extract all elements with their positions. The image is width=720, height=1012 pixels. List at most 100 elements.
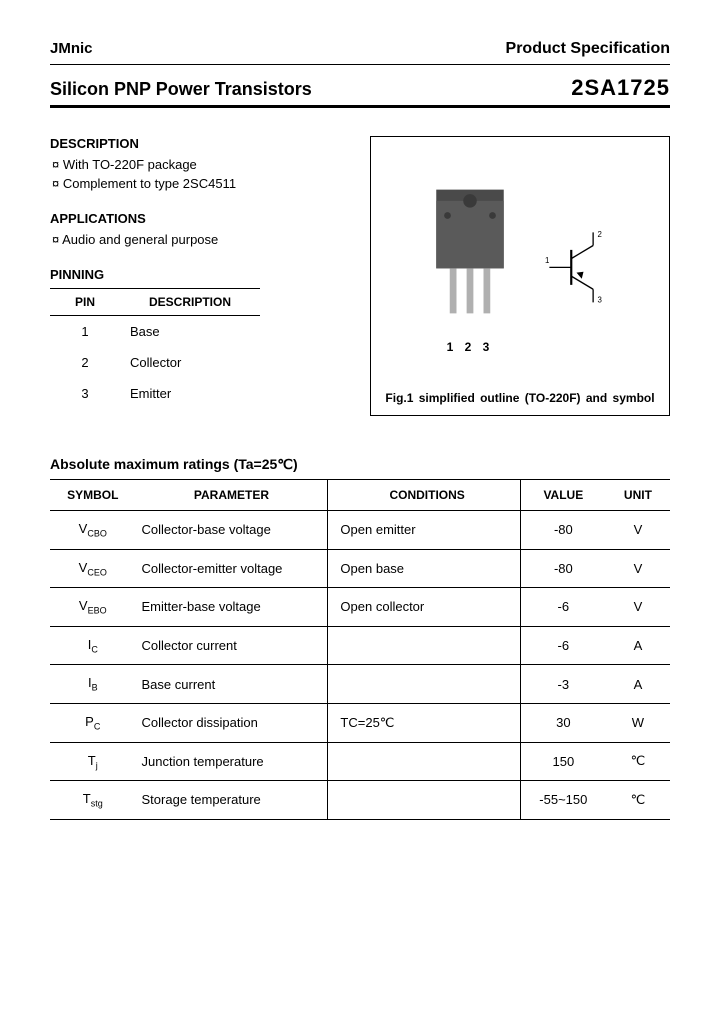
ratings-value: -80 bbox=[520, 511, 606, 550]
figure-content: 1 2 3 1 2 3 bbox=[385, 155, 655, 383]
ratings-parameter: Junction temperature bbox=[136, 742, 328, 781]
part-number: 2SA1725 bbox=[571, 75, 670, 101]
ratings-conditions: Open base bbox=[328, 549, 520, 588]
applications-text: Audio and general purpose bbox=[62, 232, 218, 247]
ratings-col-value: VALUE bbox=[520, 480, 606, 511]
ratings-parameter: Collector dissipation bbox=[136, 703, 328, 742]
left-column: DESCRIPTION ¤ With TO-220F package ¤ Com… bbox=[50, 136, 346, 416]
description-item: ¤ Complement to type 2SC4511 bbox=[50, 176, 346, 191]
pinning-tbody: 1 Base 2 Collector 3 Emitter bbox=[50, 316, 260, 410]
ratings-symbol: Tj bbox=[50, 742, 136, 781]
ratings-parameter: Collector current bbox=[136, 626, 328, 665]
ratings-unit: W bbox=[606, 703, 670, 742]
figure-caption: Fig.1 simplified outline (TO-220F) and s… bbox=[385, 391, 655, 405]
ratings-conditions bbox=[328, 665, 520, 704]
pinning-block: PINNING PIN DESCRIPTION 1 Base 2 Collec bbox=[50, 267, 346, 409]
to220f-icon bbox=[425, 184, 515, 330]
ratings-symbol: IC bbox=[50, 626, 136, 665]
ratings-table: SYMBOL PARAMETER CONDITIONS VALUE UNIT V… bbox=[50, 479, 670, 820]
body-row: DESCRIPTION ¤ With TO-220F package ¤ Com… bbox=[50, 136, 670, 416]
description-text: Complement to type 2SC4511 bbox=[63, 176, 236, 191]
ratings-conditions: Open emitter bbox=[328, 511, 520, 550]
ratings-parameter: Storage temperature bbox=[136, 781, 328, 820]
ratings-value: -80 bbox=[520, 549, 606, 588]
ratings-unit: V bbox=[606, 511, 670, 550]
ratings-value: -3 bbox=[520, 665, 606, 704]
symbol-terminal-base: 1 bbox=[545, 256, 549, 265]
symbol-terminal-collector: 2 bbox=[598, 230, 602, 239]
ratings-value: -6 bbox=[520, 626, 606, 665]
ratings-unit: ℃ bbox=[606, 742, 670, 781]
ratings-col-unit: UNIT bbox=[606, 480, 670, 511]
pin-number: 3 bbox=[50, 378, 120, 409]
header-top-row: JMnic Product Specification bbox=[50, 40, 670, 58]
pinning-row: 2 Collector bbox=[50, 347, 260, 378]
bullet-icon: ¤ bbox=[52, 176, 59, 191]
ratings-unit: A bbox=[606, 665, 670, 704]
symbol-terminal-emitter: 3 bbox=[598, 296, 603, 305]
ratings-row: TstgStorage temperature-55~150℃ bbox=[50, 781, 670, 820]
ratings-row: TjJunction temperature 150℃ bbox=[50, 742, 670, 781]
pinning-heading: PINNING bbox=[50, 267, 346, 282]
ratings-parameter: Base current bbox=[136, 665, 328, 704]
pinning-row: 1 Base bbox=[50, 316, 260, 348]
ratings-value: 30 bbox=[520, 703, 606, 742]
ratings-col-conditions: CONDITIONS bbox=[328, 480, 520, 511]
ratings-parameter: Emitter-base voltage bbox=[136, 588, 328, 627]
pnp-symbol-icon: 1 2 3 bbox=[545, 228, 615, 307]
ratings-row: VEBOEmitter-base voltageOpen collector-6… bbox=[50, 588, 670, 627]
ratings-title: Absolute maximum ratings (Ta=25℃) bbox=[50, 456, 670, 473]
ratings-row: IBBase current -3A bbox=[50, 665, 670, 704]
divider-thick bbox=[50, 105, 670, 108]
spec-label: Product Specification bbox=[506, 40, 670, 58]
package-outline: 1 2 3 bbox=[425, 184, 515, 353]
ratings-unit: A bbox=[606, 626, 670, 665]
pin-number: 1 bbox=[50, 316, 120, 348]
ratings-conditions: Open collector bbox=[328, 588, 520, 627]
pinning-col-desc: DESCRIPTION bbox=[120, 289, 260, 316]
ratings-symbol: VCBO bbox=[50, 511, 136, 550]
bullet-icon: ¤ bbox=[52, 232, 59, 247]
ratings-unit: V bbox=[606, 588, 670, 627]
pinning-col-pin: PIN bbox=[50, 289, 120, 316]
pinning-table: PIN DESCRIPTION 1 Base 2 Collector 3 bbox=[50, 288, 260, 409]
transistor-symbol: 1 2 3 bbox=[545, 228, 615, 310]
divider-thin bbox=[50, 64, 670, 65]
ratings-parameter: Collector-emitter voltage bbox=[136, 549, 328, 588]
right-column: 1 2 3 1 2 3 bbox=[370, 136, 670, 416]
pin-number: 2 bbox=[50, 347, 120, 378]
ratings-value: -55~150 bbox=[520, 781, 606, 820]
ratings-row: VCBOCollector-base voltageOpen emitter-8… bbox=[50, 511, 670, 550]
ratings-conditions bbox=[328, 781, 520, 820]
bullet-icon: ¤ bbox=[52, 157, 59, 172]
ratings-row: PCCollector dissipationTC=25℃30W bbox=[50, 703, 670, 742]
pin-desc: Collector bbox=[120, 347, 260, 378]
pin-desc: Emitter bbox=[120, 378, 260, 409]
description-item: ¤ With TO-220F package bbox=[50, 157, 346, 172]
brand-name: JMnic bbox=[50, 40, 93, 57]
applications-item: ¤ Audio and general purpose bbox=[50, 232, 346, 247]
title-row: Silicon PNP Power Transistors 2SA1725 bbox=[50, 75, 670, 101]
description-text: With TO-220F package bbox=[63, 157, 197, 172]
ratings-row: VCEOCollector-emitter voltageOpen base-8… bbox=[50, 549, 670, 588]
pin-desc: Base bbox=[120, 316, 260, 348]
ratings-tbody: VCBOCollector-base voltageOpen emitter-8… bbox=[50, 511, 670, 820]
ratings-symbol: VCEO bbox=[50, 549, 136, 588]
ratings-col-parameter: PARAMETER bbox=[136, 480, 328, 511]
ratings-symbol: IB bbox=[50, 665, 136, 704]
ratings-symbol: VEBO bbox=[50, 588, 136, 627]
ratings-col-symbol: SYMBOL bbox=[50, 480, 136, 511]
ratings-conditions: TC=25℃ bbox=[328, 703, 520, 742]
ratings-conditions bbox=[328, 742, 520, 781]
ratings-symbol: PC bbox=[50, 703, 136, 742]
ratings-value: 150 bbox=[520, 742, 606, 781]
ratings-parameter: Collector-base voltage bbox=[136, 511, 328, 550]
ratings-value: -6 bbox=[520, 588, 606, 627]
ratings-row: ICCollector current -6A bbox=[50, 626, 670, 665]
product-title: Silicon PNP Power Transistors bbox=[50, 79, 312, 100]
ratings-conditions bbox=[328, 626, 520, 665]
applications-heading: APPLICATIONS bbox=[50, 211, 346, 226]
applications-block: APPLICATIONS ¤ Audio and general purpose bbox=[50, 211, 346, 247]
ratings-unit: ℃ bbox=[606, 781, 670, 820]
pinning-row: 3 Emitter bbox=[50, 378, 260, 409]
